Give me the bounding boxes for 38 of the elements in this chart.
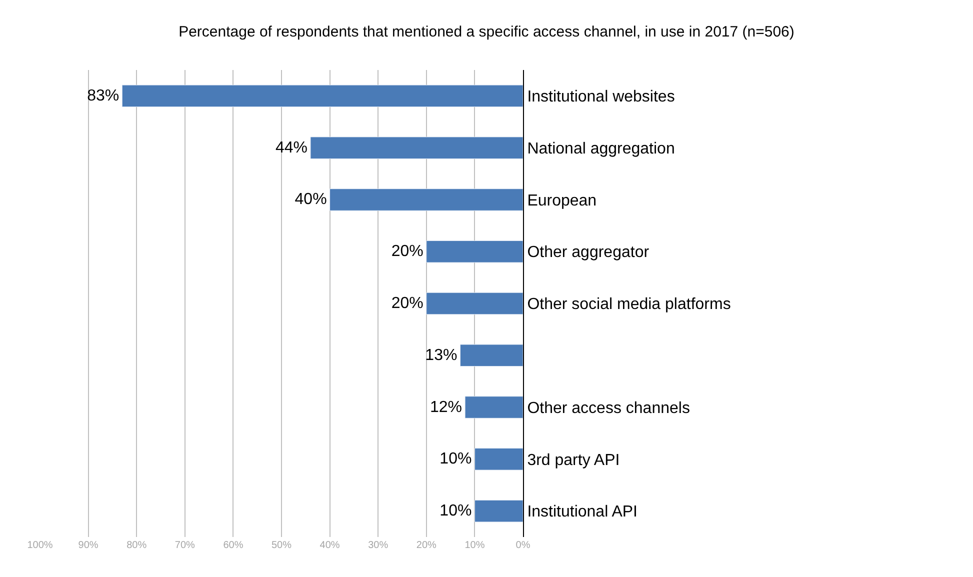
bar [310,136,523,159]
x-tick-label: 100% [27,540,53,551]
x-tick-label: 20% [416,540,437,551]
bar [474,448,523,470]
bar [330,188,523,211]
x-tick-label: 10% [464,540,485,551]
y-tick-label: 3rd party API [527,452,620,469]
data-label: 20% [391,243,424,260]
data-label: 83% [87,87,120,104]
data-label: 12% [430,398,462,416]
chart-title: Percentage of respondents that mentioned a specific access channel, in use in 2017 (n=506) [178,23,794,40]
y-tick-label: Other social media platforms [527,296,731,314]
x-tick-label: 50% [271,540,292,551]
y-tick-label: Institutional websites [527,88,675,106]
bar [460,344,523,367]
y-tick-label: European [527,192,597,210]
data-label: 20% [391,295,424,312]
data-label: 40% [294,191,327,208]
data-label: 13% [425,346,458,364]
bar [464,396,523,418]
x-tick-label: 30% [368,540,388,551]
y-tick-label: Institutional API [527,504,638,521]
y-tick-label: Other aggregator [527,244,650,262]
x-tick-label: 90% [78,540,98,551]
bar [426,292,523,315]
bar [122,84,523,108]
bar [426,240,523,263]
y-tick-label: National aggregation [527,140,675,158]
data-label: 10% [440,450,472,468]
bar [474,500,523,522]
data-label: 44% [275,139,308,156]
x-tick-label: 60% [223,540,244,551]
y-tick-label: Other access channels [527,400,690,417]
x-tick-label: 70% [174,540,196,551]
data-label: 10% [440,502,472,520]
x-tick-label: 40% [320,540,340,551]
x-tick-label: 80% [126,540,147,551]
x-tick-label: 0% [516,540,530,551]
